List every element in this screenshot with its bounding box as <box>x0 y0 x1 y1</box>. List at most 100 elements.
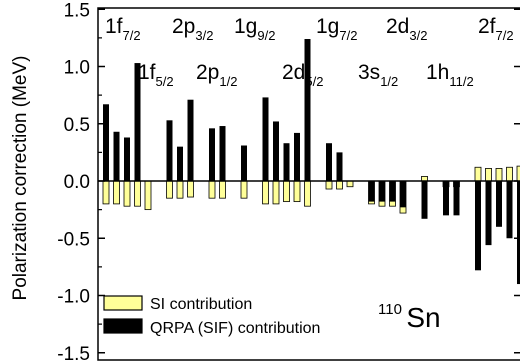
orbital-label: 1h11/2 <box>426 61 474 89</box>
qrpa-bar <box>219 126 226 181</box>
qrpa-bar <box>517 181 520 285</box>
qrpa-bar <box>485 181 492 246</box>
orbital-label: 2d3/2 <box>386 15 427 43</box>
y-tick-label: 0.0 <box>64 172 90 193</box>
qrpa-bar <box>209 128 215 181</box>
si-bar <box>304 180 311 207</box>
qrpa-bar <box>496 181 502 227</box>
orbital-label-main: 1f <box>138 61 156 84</box>
qrpa-bar <box>421 181 428 219</box>
orbital-label: 1g7/2 <box>316 15 357 43</box>
orbital-label-main: 1g <box>316 15 339 38</box>
qrpa-bar <box>506 181 513 239</box>
orbital-label-main: 1f <box>105 15 123 38</box>
y-tick-label: 1.0 <box>64 58 90 79</box>
si-bar <box>325 180 333 190</box>
si-bar <box>144 180 152 211</box>
orbital-label-main: 1g <box>234 15 257 38</box>
orbital-label-sub: 1/2 <box>219 74 237 89</box>
si-bar <box>336 180 343 190</box>
orbital-label-main: 2p <box>172 15 195 38</box>
qrpa-bar <box>389 181 396 202</box>
legend-swatch-si <box>103 295 143 311</box>
si-bar <box>219 180 226 199</box>
plot-frame <box>97 7 520 361</box>
qrpa-bar <box>336 152 343 181</box>
qrpa-bar <box>273 121 279 181</box>
qrpa-bar <box>326 143 332 181</box>
si-bar <box>166 180 173 199</box>
si-bar <box>123 180 131 207</box>
si-bar <box>187 180 194 198</box>
y-axis-label: Polarization correction (MeV) <box>10 56 31 301</box>
si-bar <box>485 168 492 182</box>
si-bar <box>262 180 269 205</box>
nucleus-symbol: Sn <box>406 302 440 333</box>
si-bar <box>506 166 513 182</box>
orbital-label-sub: 7/2 <box>496 28 514 43</box>
qrpa-bar <box>124 137 130 181</box>
orbital-labels: 1f7/21f5/22p3/22p1/21g9/22d5/21g7/23s1/2… <box>105 15 514 89</box>
nucleus-label: 110 Sn <box>378 301 441 333</box>
y-tick-label: -0.5 <box>57 229 90 250</box>
si-bar <box>272 180 280 205</box>
qrpa-bar <box>379 181 385 202</box>
orbital-label: 1f7/2 <box>105 15 141 43</box>
orbital-label-main: 2p <box>196 61 219 84</box>
y-tick-label: 0.5 <box>64 115 90 136</box>
si-bar <box>474 166 482 182</box>
orbital-label-sub: 3/2 <box>195 28 213 43</box>
orbital-label: 2d5/2 <box>282 61 323 89</box>
qrpa-bar <box>262 97 269 181</box>
qrpa-bar <box>368 181 375 202</box>
qrpa-bar <box>400 181 406 208</box>
orbital-label-sub: 9/2 <box>257 28 275 43</box>
qrpa-bar <box>304 39 311 181</box>
orbital-label-sub: 7/2 <box>339 28 357 43</box>
si-bar <box>516 165 520 182</box>
si-bar <box>293 180 301 203</box>
qrpa-bar <box>443 181 449 216</box>
orbital-label-main: 2f <box>478 15 496 38</box>
si-bar <box>113 180 120 205</box>
orbital-label: 1g9/2 <box>234 15 275 43</box>
legend-label-qrpa: QRPA (SIF) contribution <box>150 320 320 337</box>
qrpa-bar <box>283 143 290 181</box>
legend-swatch-qrpa <box>103 318 143 334</box>
orbital-label: 2p3/2 <box>172 15 213 43</box>
orbital-label-main: 2d <box>386 15 409 38</box>
orbital-label-main: 2d <box>282 61 305 84</box>
orbital-label-main: 3s <box>358 61 380 84</box>
orbital-label: 1f5/2 <box>138 61 174 89</box>
qrpa-bar <box>134 63 141 181</box>
legend-label-si: SI contribution <box>150 296 252 313</box>
orbital-label-main: 1h <box>426 61 449 84</box>
qrpa-bar <box>166 120 173 181</box>
y-tick-label: 1.5 <box>64 0 90 21</box>
si-bar <box>176 180 184 199</box>
y-tick-label: -1.5 <box>57 344 90 361</box>
qrpa-bar <box>113 131 120 181</box>
si-bar <box>346 180 354 188</box>
si-bar <box>208 180 216 199</box>
legend: SI contribution QRPA (SIF) contribution <box>103 295 320 337</box>
nucleus-mass-number: 110 <box>378 301 402 318</box>
orbital-label-sub: 5/2 <box>156 74 174 89</box>
orbital-label-sub: 3/2 <box>409 28 427 43</box>
qrpa-bar <box>475 181 481 271</box>
si-bar <box>283 180 290 203</box>
orbital-label-sub: 1/2 <box>380 74 398 89</box>
si-bar <box>102 180 110 205</box>
qrpa-bar <box>187 99 194 181</box>
si-bar <box>240 180 248 199</box>
qrpa-bar <box>453 181 460 216</box>
orbital-label: 2f7/2 <box>478 15 514 43</box>
orbital-label: 3s1/2 <box>358 61 398 89</box>
qrpa-bar <box>294 132 300 181</box>
orbital-label-sub: 11/2 <box>449 74 473 89</box>
qrpa-bar <box>241 145 247 181</box>
si-bar <box>134 180 141 207</box>
si-bar <box>495 168 503 182</box>
orbital-label-sub: 7/2 <box>123 28 141 43</box>
